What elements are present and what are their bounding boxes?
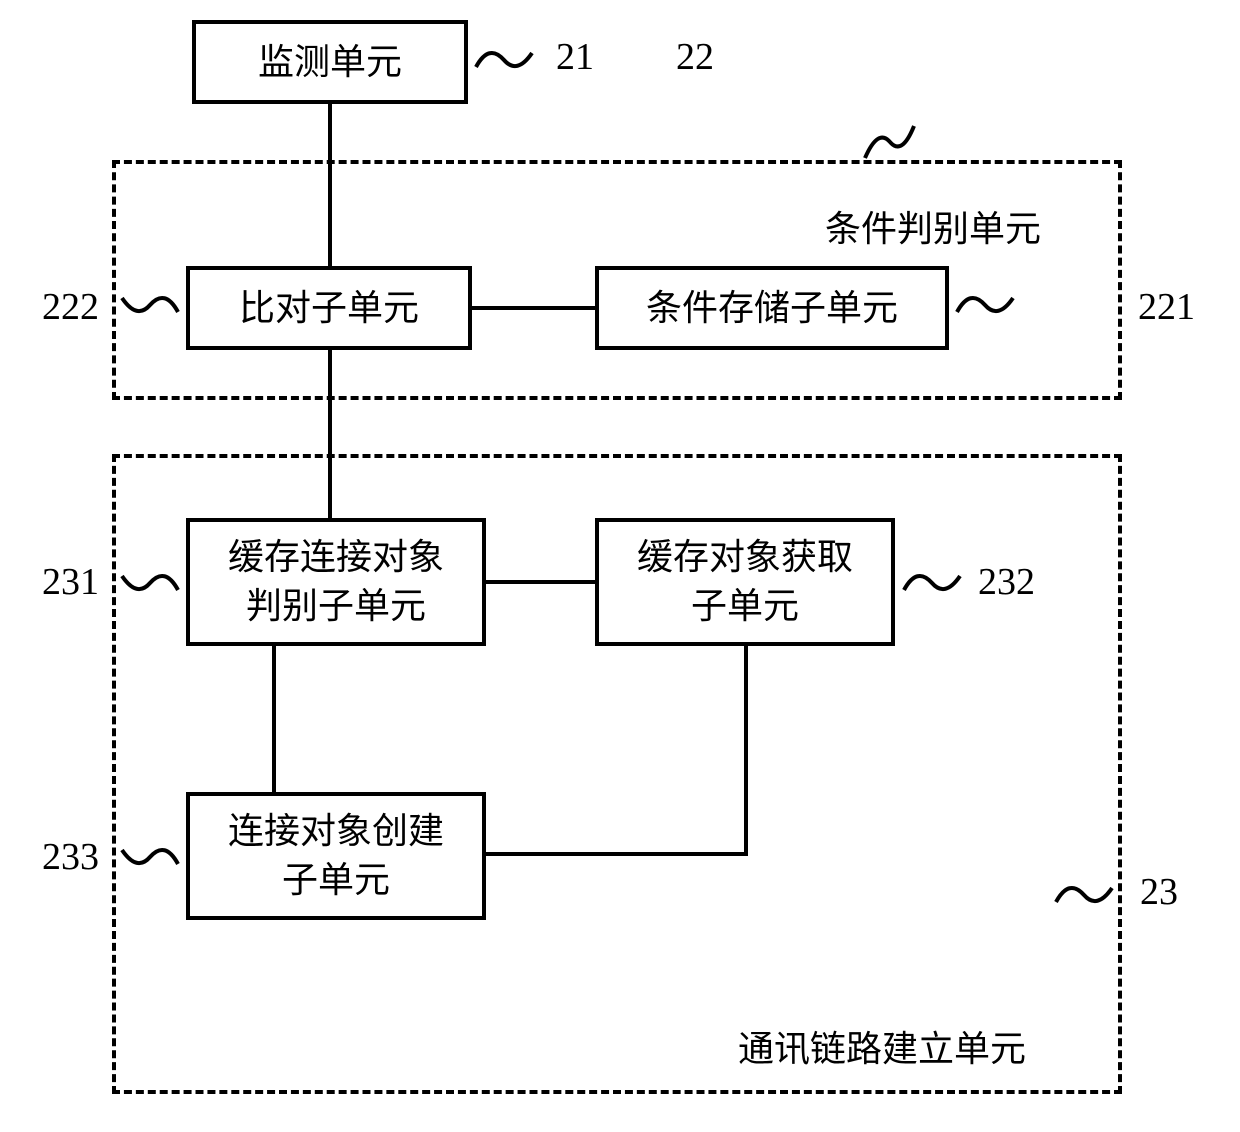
compare-subunit-box: 比对子单元 — [186, 266, 472, 350]
ref-221: 221 — [1138, 285, 1195, 329]
monitor-unit-label: 监测单元 — [258, 38, 402, 87]
edge-231-233 — [272, 646, 276, 792]
cond-store-subunit-label: 条件存储子单元 — [646, 284, 898, 333]
cache-conn-judge-box: 缓存连接对象 判别子单元 — [186, 518, 486, 646]
squiggle-221 — [955, 290, 1015, 320]
edge-232-233-h — [486, 852, 748, 856]
monitor-unit-box: 监测单元 — [192, 20, 468, 104]
ref-231: 231 — [42, 560, 99, 604]
squiggle-22 — [860, 120, 920, 150]
ref-23: 23 — [1140, 870, 1178, 914]
ref-21: 21 — [556, 35, 594, 79]
ref-233: 233 — [42, 835, 99, 879]
cache-obj-get-box: 缓存对象获取 子单元 — [595, 518, 895, 646]
cond-store-subunit-box: 条件存储子单元 — [595, 266, 949, 350]
conn-obj-create-label: 连接对象创建 子单元 — [228, 807, 444, 904]
edge-231-232 — [486, 580, 595, 584]
ref-222: 222 — [42, 285, 99, 329]
cond-judge-title: 条件判别单元 — [825, 200, 1041, 252]
ref-232: 232 — [978, 560, 1035, 604]
edge-232-down — [744, 646, 748, 856]
ref-22: 22 — [676, 35, 714, 79]
cache-conn-judge-label: 缓存连接对象 判别子单元 — [228, 533, 444, 630]
squiggle-232 — [902, 568, 962, 598]
squiggle-21 — [474, 45, 534, 75]
squiggle-231 — [120, 568, 180, 598]
conn-obj-create-box: 连接对象创建 子单元 — [186, 792, 486, 920]
comm-link-title: 通讯链路建立单元 — [738, 1020, 1026, 1072]
squiggle-233 — [120, 842, 180, 872]
cache-obj-get-label: 缓存对象获取 子单元 — [637, 533, 853, 630]
edge-compare-condstore — [472, 306, 595, 310]
squiggle-222 — [120, 290, 180, 320]
compare-subunit-label: 比对子单元 — [239, 284, 419, 333]
squiggle-23 — [1054, 880, 1114, 910]
